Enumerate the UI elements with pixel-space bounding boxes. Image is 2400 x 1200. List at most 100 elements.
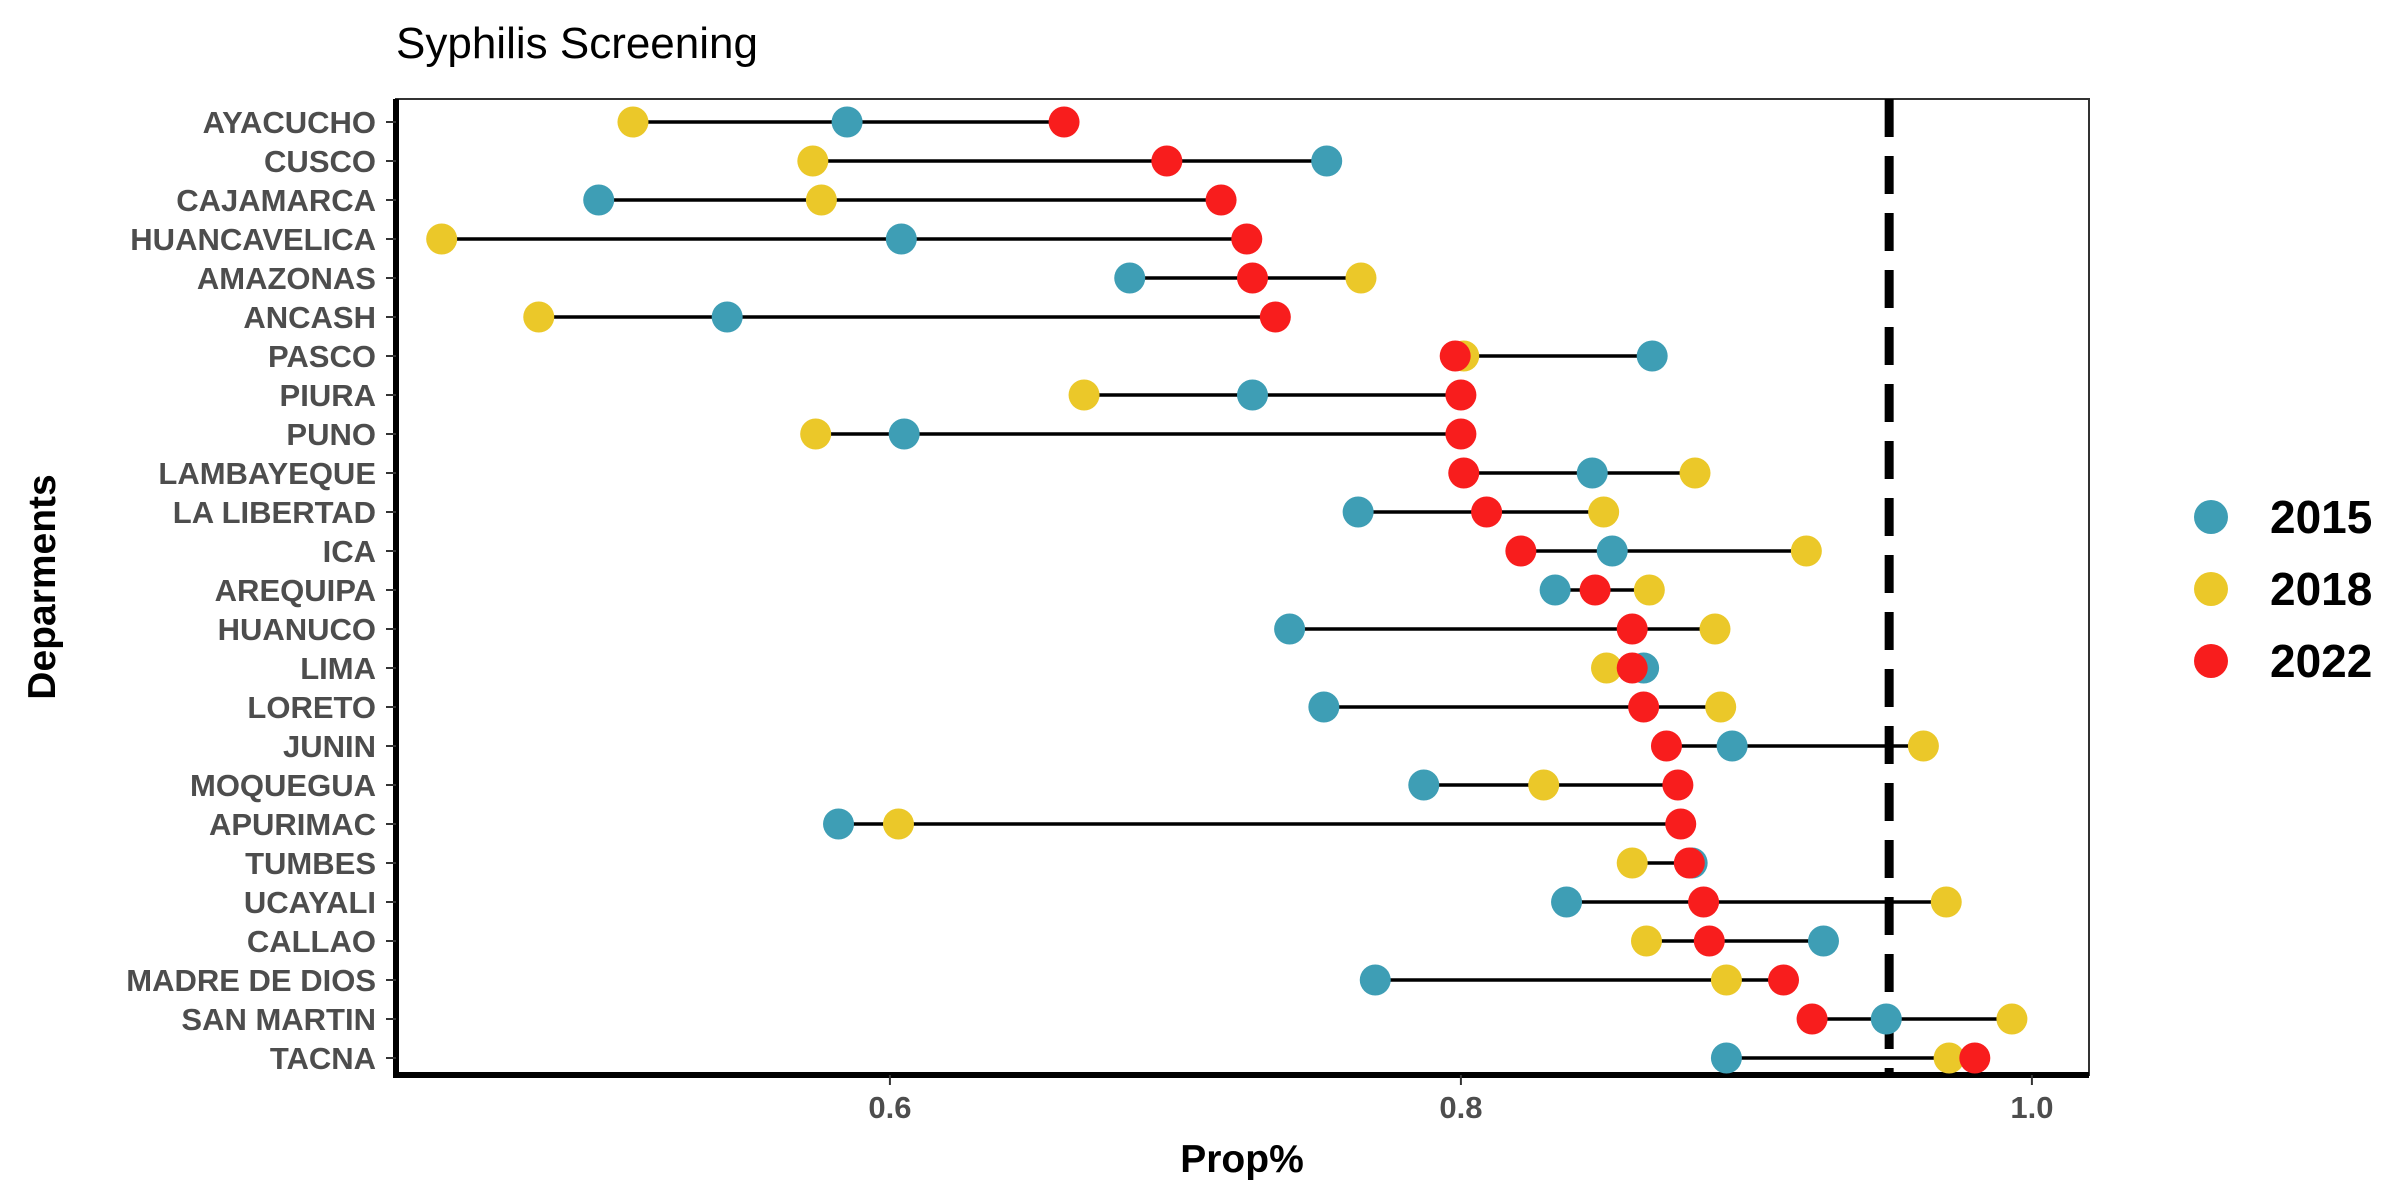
y-axis-ticks: AYACUCHO CUSCO CAJAMARCA HUANCAVELICA AMAZON… — [126, 105, 396, 1076]
point-2022-3 — [1471, 496, 1503, 528]
point-2015-1 — [1710, 1042, 1742, 1074]
y-tick-label: AREQUIPA — [215, 573, 376, 608]
point-2022-3 — [1616, 613, 1648, 645]
point-2022-3 — [1579, 574, 1611, 606]
y-tick-label: TUMBES — [245, 846, 376, 881]
legend-label-2015: 2015 — [2270, 491, 2372, 543]
point-2022-3 — [1205, 184, 1237, 216]
point-2018-2 — [1588, 496, 1620, 528]
y-tick-label: UCAYALI — [244, 885, 376, 920]
point-2015-1 — [1408, 769, 1440, 801]
point-2015-1 — [1539, 574, 1571, 606]
point-2022-3 — [1673, 847, 1705, 879]
point-2015-1 — [583, 184, 615, 216]
point-2018-2 — [1790, 535, 1822, 567]
point-2022-3 — [1616, 652, 1648, 684]
y-tick-label: PIURA — [280, 378, 376, 413]
point-2018-2 — [1699, 613, 1731, 645]
y-tick-label: HUANCAVELICA — [130, 222, 376, 257]
point-2018-2 — [617, 106, 649, 138]
y-tick-label: ANCASH — [243, 300, 376, 335]
x-tick-label: 1.0 — [2010, 1090, 2053, 1125]
point-2015-1 — [1274, 613, 1306, 645]
data-points — [426, 106, 2028, 1074]
legend-label-2018: 2018 — [2270, 563, 2372, 615]
point-2018-2 — [1345, 262, 1377, 294]
point-2018-2 — [1933, 1042, 1965, 1074]
point-2015-1 — [1716, 730, 1748, 762]
y-tick-label: LA LIBERTAD — [173, 495, 376, 530]
point-2018-2 — [1907, 730, 1939, 762]
point-2018-2 — [1591, 652, 1623, 684]
point-2018-2 — [1710, 964, 1742, 996]
y-tick-label: PUNO — [286, 417, 376, 452]
point-2015-1 — [885, 223, 917, 255]
point-2018-2 — [1630, 925, 1662, 957]
point-2018-2 — [797, 145, 829, 177]
chart-title: Syphilis Screening — [396, 19, 758, 68]
point-2022-3 — [1650, 730, 1682, 762]
y-tick-label: CAJAMARCA — [176, 183, 376, 218]
point-2018-2 — [805, 184, 837, 216]
y-tick-label: LORETO — [247, 690, 376, 725]
point-2022-3 — [1445, 418, 1477, 450]
point-2015-1 — [1359, 964, 1391, 996]
legend-key-2022 — [2194, 644, 2228, 678]
point-2015-1 — [1342, 496, 1374, 528]
y-tick-label: JUNIN — [283, 729, 376, 764]
y-tick-label: APURIMAC — [209, 807, 376, 842]
point-2022-3 — [1628, 691, 1660, 723]
point-2015-1 — [831, 106, 863, 138]
point-2015-1 — [1636, 340, 1668, 372]
point-2022-3 — [1796, 1003, 1828, 1035]
y-tick-label: SAN MARTIN — [181, 1002, 376, 1037]
point-2015-1 — [1596, 535, 1628, 567]
point-2022-3 — [1048, 106, 1080, 138]
point-2015-1 — [711, 301, 743, 333]
y-tick-label: PASCO — [268, 339, 376, 374]
legend: 2015 2018 2022 — [2194, 491, 2372, 687]
dumbbell-connector-lines — [441, 120, 2012, 1060]
x-tick-label: 0.6 — [868, 1090, 911, 1125]
point-2018-2 — [1616, 847, 1648, 879]
point-2015-1 — [1551, 886, 1583, 918]
x-tick-label: 0.8 — [1439, 1090, 1482, 1125]
point-2022-3 — [1665, 808, 1697, 840]
point-2015-1 — [823, 808, 855, 840]
point-2015-1 — [1114, 262, 1146, 294]
point-2018-2 — [1528, 769, 1560, 801]
point-2015-1 — [888, 418, 920, 450]
x-axis-label: Prop% — [1180, 1138, 1304, 1181]
point-2022-3 — [1768, 964, 1800, 996]
point-2022-3 — [1151, 145, 1183, 177]
point-2018-2 — [1068, 379, 1100, 411]
y-tick-label: AMAZONAS — [197, 261, 376, 296]
point-2018-2 — [800, 418, 832, 450]
legend-key-2018 — [2194, 572, 2228, 606]
legend-key-2015 — [2194, 500, 2228, 534]
point-2018-2 — [1930, 886, 1962, 918]
y-tick-label: CALLAO — [247, 924, 376, 959]
point-2018-2 — [882, 808, 914, 840]
x-axis-ticks: 0.6 0.8 1.0 — [868, 1075, 2053, 1125]
point-2022-3 — [1439, 340, 1471, 372]
y-tick-label: MADRE DE DIOS — [126, 963, 376, 998]
point-2015-1 — [1311, 145, 1343, 177]
y-axis-label: Deparments — [21, 474, 64, 699]
y-tick-label: HUANUCO — [218, 612, 376, 647]
point-2018-2 — [1679, 457, 1711, 489]
point-2015-1 — [1576, 457, 1608, 489]
point-2022-3 — [1259, 301, 1291, 333]
y-tick-label: CUSCO — [264, 144, 376, 179]
y-tick-label: LAMBAYEQUE — [158, 456, 376, 491]
point-2015-1 — [1236, 379, 1268, 411]
point-2018-2 — [1633, 574, 1665, 606]
y-tick-label: MOQUEGUA — [190, 768, 376, 803]
y-tick-label: LIMA — [300, 651, 376, 686]
y-tick-label: AYACUCHO — [203, 105, 376, 140]
point-2022-3 — [1693, 925, 1725, 957]
point-2015-1 — [1807, 925, 1839, 957]
y-tick-label: ICA — [323, 534, 376, 569]
point-2022-3 — [1662, 769, 1694, 801]
